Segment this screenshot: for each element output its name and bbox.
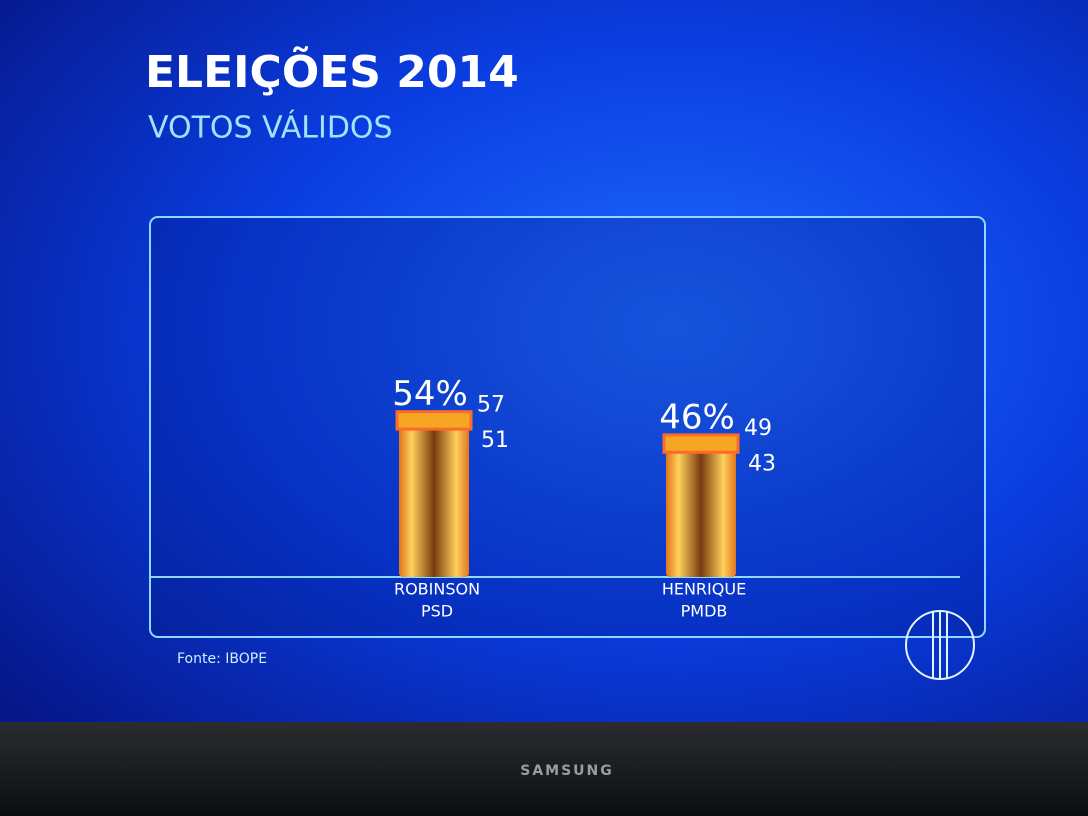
low-label: 51 [481,428,509,453]
bar [399,420,469,577]
chart-title: ELEIÇÕES 2014 [145,45,519,98]
bar [666,443,736,577]
margin-band [662,433,740,454]
high-label: 49 [744,416,772,441]
value-label: 46% [659,397,735,437]
screen [0,0,1088,728]
logo [905,610,975,680]
chart-subtitle: VOTOS VÁLIDOS [148,110,393,146]
category-label: HENRIQUE [662,580,746,599]
chart-frame [149,216,986,638]
bezel [0,722,1088,816]
party-label: PMDB [681,602,728,621]
high-label: 57 [477,393,505,418]
brand: SAMSUNG [520,763,614,779]
category-label: ROBINSON [394,580,480,599]
value-label: 54% [392,374,468,414]
party-label: PSD [421,602,453,621]
low-label: 43 [748,451,776,476]
margin-band [395,410,473,431]
source: Fonte: IBOPE [177,651,267,667]
